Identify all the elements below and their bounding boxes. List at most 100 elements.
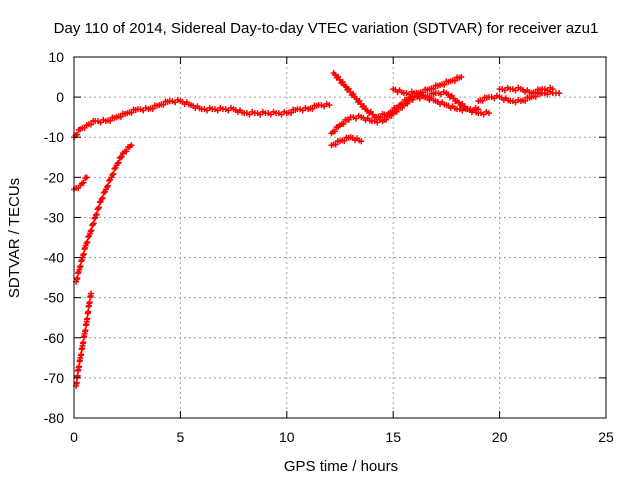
marker bbox=[345, 85, 352, 92]
marker bbox=[100, 189, 107, 196]
x-tick-label: 20 bbox=[492, 429, 508, 445]
marker bbox=[341, 137, 348, 144]
marker bbox=[128, 109, 135, 116]
marker bbox=[356, 97, 363, 104]
marker bbox=[353, 95, 360, 102]
marker bbox=[111, 165, 118, 172]
marker bbox=[118, 153, 125, 160]
marker bbox=[85, 234, 92, 241]
data-point bbox=[326, 102, 333, 109]
marker bbox=[74, 131, 81, 138]
marker bbox=[88, 227, 95, 234]
data-point bbox=[458, 74, 465, 81]
marker bbox=[361, 103, 368, 110]
marker bbox=[400, 100, 407, 107]
y-tick-label: -30 bbox=[44, 209, 64, 225]
marker bbox=[96, 204, 103, 211]
marker bbox=[377, 114, 384, 121]
marker bbox=[76, 363, 83, 370]
data-point bbox=[83, 174, 90, 181]
marker bbox=[78, 351, 85, 358]
series-7 bbox=[390, 86, 492, 118]
marker bbox=[80, 179, 87, 186]
marker bbox=[77, 263, 84, 270]
marker bbox=[357, 100, 364, 107]
marker bbox=[99, 194, 106, 201]
y-tick-label: -50 bbox=[44, 290, 64, 306]
marker bbox=[451, 77, 458, 84]
series-0 bbox=[73, 142, 135, 285]
marker bbox=[339, 79, 346, 86]
marker bbox=[103, 183, 110, 190]
marker bbox=[95, 205, 102, 212]
marker bbox=[80, 251, 87, 258]
marker bbox=[532, 89, 539, 96]
y-tick-label: -40 bbox=[44, 250, 64, 266]
y-tick-label: 10 bbox=[48, 49, 64, 65]
marker bbox=[109, 171, 116, 178]
y-tick-label: -20 bbox=[44, 169, 64, 185]
series-1 bbox=[73, 290, 95, 389]
marker bbox=[83, 240, 90, 247]
y-tick-label: -70 bbox=[44, 370, 64, 386]
data-point bbox=[88, 290, 95, 297]
x-axis-label: GPS time / hours bbox=[284, 458, 398, 475]
marker bbox=[86, 299, 93, 306]
data-point bbox=[128, 142, 135, 149]
marker bbox=[105, 182, 112, 189]
marker bbox=[336, 76, 343, 83]
x-tick-label: 25 bbox=[598, 429, 614, 445]
y-axis-label: SDTVAR / TECUs bbox=[6, 178, 23, 298]
marker bbox=[332, 71, 339, 78]
x-tick-label: 5 bbox=[177, 429, 185, 445]
series-9 bbox=[496, 84, 556, 97]
marker bbox=[430, 85, 437, 92]
y-tick-label: -80 bbox=[44, 410, 64, 426]
marker bbox=[331, 128, 338, 135]
marker bbox=[82, 327, 89, 334]
axis-ticks: 0 5 10 15 20 25 -80 -70 -60 -50 -40 -30 -20 -10 0 10 bbox=[44, 49, 614, 445]
marker bbox=[91, 215, 98, 222]
marker bbox=[309, 105, 316, 112]
series-8 bbox=[475, 88, 563, 106]
marker bbox=[288, 109, 295, 116]
marker bbox=[117, 113, 124, 120]
marker bbox=[123, 148, 130, 155]
marker bbox=[90, 221, 96, 228]
grid bbox=[74, 57, 606, 418]
marker bbox=[90, 220, 97, 227]
marker bbox=[87, 228, 94, 235]
marker bbox=[160, 101, 167, 108]
marker bbox=[98, 195, 105, 202]
marker bbox=[106, 177, 113, 184]
y-tick-label: -10 bbox=[44, 129, 64, 145]
series-3 bbox=[71, 96, 333, 141]
y-tick-label: 0 bbox=[56, 89, 64, 105]
marker bbox=[115, 159, 122, 166]
marker bbox=[84, 239, 91, 246]
series-6 bbox=[328, 134, 365, 149]
series-2 bbox=[71, 174, 90, 193]
marker bbox=[332, 141, 339, 148]
marker bbox=[107, 117, 114, 124]
marker bbox=[93, 212, 100, 219]
data-point bbox=[485, 110, 492, 117]
marker bbox=[74, 275, 81, 282]
series-5 bbox=[330, 70, 465, 121]
marker bbox=[342, 83, 349, 90]
marker bbox=[93, 211, 100, 218]
marker bbox=[389, 108, 396, 115]
data-point bbox=[549, 86, 556, 93]
marker bbox=[340, 120, 347, 127]
plot-area bbox=[71, 70, 563, 389]
marker bbox=[80, 339, 87, 346]
marker bbox=[335, 73, 342, 80]
y-tick-label: -60 bbox=[44, 330, 64, 346]
data-point bbox=[358, 138, 365, 145]
marker bbox=[88, 121, 95, 128]
marker bbox=[522, 97, 529, 104]
plot-frame bbox=[73, 56, 607, 419]
